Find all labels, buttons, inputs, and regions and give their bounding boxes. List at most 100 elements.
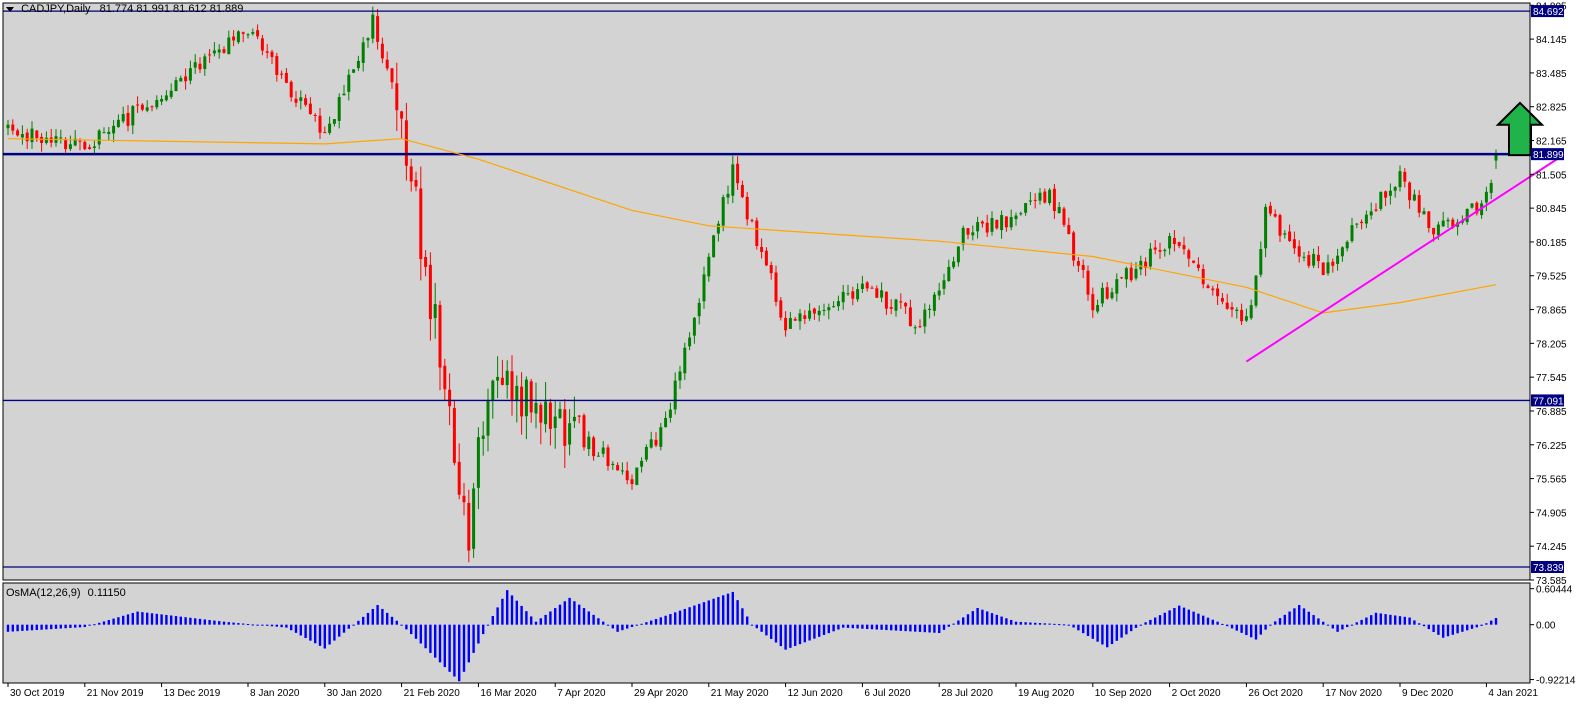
- candle-body: [841, 291, 845, 303]
- osma-bar: [995, 614, 998, 625]
- candle-body: [1096, 305, 1100, 312]
- candle-body: [251, 32, 255, 34]
- osma-bar: [1000, 616, 1003, 625]
- candle-body: [1076, 261, 1080, 266]
- candle-body: [1043, 191, 1047, 203]
- osma-bar: [222, 621, 226, 625]
- osma-bar: [338, 624, 341, 637]
- osma-bar: [707, 600, 710, 625]
- osma-bar: [141, 612, 144, 625]
- candle-body: [1264, 206, 1268, 249]
- osma-bar: [6, 624, 10, 632]
- osma-bar: [1134, 624, 1138, 628]
- osma-bar: [1048, 623, 1051, 625]
- candle-body: [1177, 242, 1181, 246]
- osma-pane-border: [2, 582, 1531, 684]
- osma-bar: [299, 624, 302, 636]
- candle-body: [923, 309, 927, 327]
- osma-bar: [731, 591, 734, 625]
- candle-body: [433, 304, 437, 319]
- osma-bar: [525, 611, 528, 625]
- candle-body: [894, 299, 898, 311]
- trendline[interactable]: [1245, 154, 1564, 363]
- osma-bar: [1043, 623, 1046, 625]
- osma-bar: [126, 614, 130, 625]
- time-tick-label: 19 Aug 2020: [1018, 688, 1075, 699]
- candle-body: [1067, 225, 1071, 235]
- candle-body: [35, 130, 39, 139]
- candle-body: [313, 114, 317, 116]
- candle-body: [208, 54, 212, 56]
- osma-bar: [1053, 623, 1056, 625]
- osma-bar: [1139, 624, 1142, 626]
- osma-bar: [1274, 621, 1277, 625]
- osma-bar: [438, 624, 442, 663]
- osma-bar: [198, 618, 202, 625]
- candle-body: [1417, 195, 1421, 213]
- osma-bar: [1307, 611, 1310, 625]
- osma-bar: [357, 620, 360, 625]
- osma-bar: [938, 624, 941, 633]
- osma-bar: [1302, 608, 1306, 625]
- osma-bar: [1432, 624, 1435, 632]
- osma-bar: [1326, 624, 1330, 626]
- candle-body: [692, 317, 696, 336]
- candle-body: [337, 97, 341, 121]
- candle-body: [486, 400, 490, 436]
- osma-bar: [774, 624, 778, 643]
- time-tick-label: 12 Jun 2020: [788, 688, 843, 699]
- candle-body: [1403, 171, 1407, 182]
- osma-bar: [520, 605, 523, 625]
- osma-bar: [549, 611, 552, 625]
- osma-bar: [827, 624, 830, 634]
- candle-body: [803, 315, 807, 319]
- osma-bar: [155, 613, 158, 625]
- osma-bar: [832, 624, 835, 632]
- osma-bar: [1350, 624, 1354, 626]
- candle-body: [78, 140, 82, 142]
- osma-bar: [851, 624, 854, 629]
- candle-body: [270, 51, 274, 58]
- osma-bar: [693, 605, 696, 625]
- osma-bar: [789, 624, 792, 648]
- price-tick-label: 83.485: [1536, 69, 1567, 80]
- dropdown-triangle-icon[interactable]: [6, 6, 14, 12]
- candle-body: [160, 98, 164, 102]
- candle-body: [1038, 192, 1042, 201]
- candle-body: [563, 409, 567, 446]
- candle-body: [524, 379, 528, 417]
- osma-bar: [189, 617, 192, 625]
- osma-bar: [539, 618, 542, 625]
- candle-body: [472, 488, 476, 549]
- osma-bar: [1005, 618, 1008, 625]
- candle-body: [884, 291, 888, 309]
- osma-bar: [50, 624, 53, 630]
- time-tick-label: 21 Feb 2020: [404, 688, 461, 699]
- level-price-label: 81.899: [1533, 150, 1564, 161]
- osma-bar: [1418, 623, 1421, 625]
- osma-bar: [314, 624, 317, 644]
- osma-bar: [16, 624, 19, 632]
- candle-body: [1259, 249, 1263, 275]
- osma-bar: [1154, 617, 1157, 625]
- osma-bar: [328, 624, 331, 645]
- symbol-label: CADJPY,Daily: [21, 3, 91, 15]
- up-arrow-icon[interactable]: [1495, 101, 1545, 157]
- time-tick-label: 29 Apr 2020: [634, 688, 688, 699]
- candle-body: [1388, 190, 1392, 196]
- candle-body: [246, 34, 250, 36]
- candle-body: [529, 381, 533, 413]
- candle-body: [203, 56, 207, 69]
- candle-body: [534, 402, 538, 414]
- osma-bar: [107, 620, 110, 625]
- candle-body: [1091, 294, 1095, 311]
- candle-body: [188, 68, 192, 81]
- candle-body: [241, 32, 245, 34]
- candle-body: [995, 219, 999, 229]
- candle-body: [361, 42, 365, 63]
- osma-bar: [261, 624, 264, 626]
- osma-bar: [1355, 622, 1358, 625]
- candle-body: [1355, 223, 1359, 225]
- level-price-label: 77.091: [1533, 396, 1564, 407]
